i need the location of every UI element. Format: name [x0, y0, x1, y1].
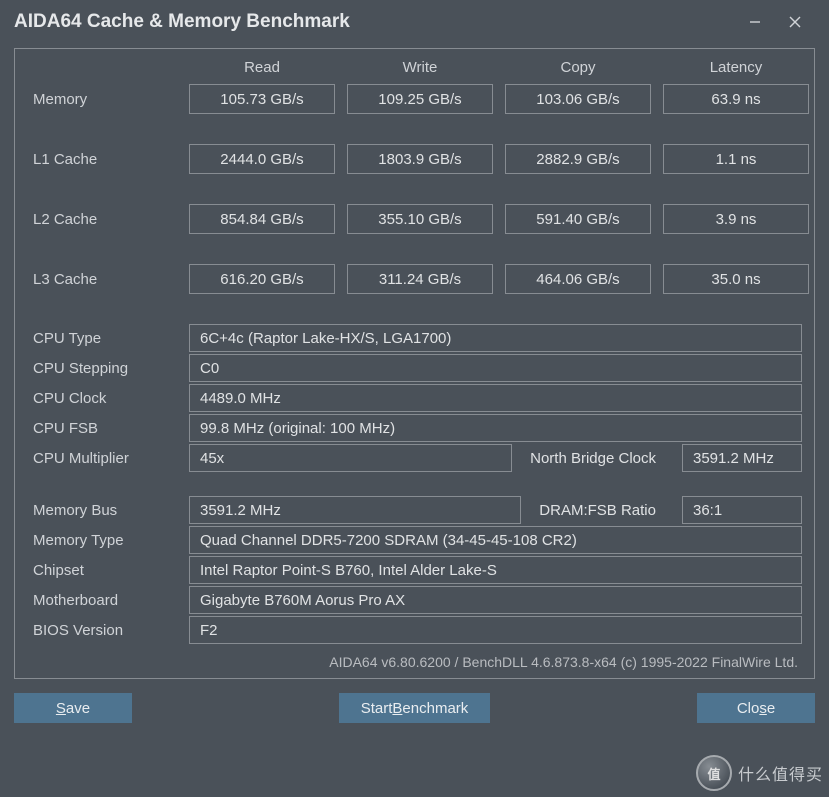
label-mem-type: Memory Type [27, 532, 177, 549]
l3-latency[interactable]: 35.0 ns [663, 264, 809, 294]
label-nb-clock: North Bridge Clock [530, 450, 664, 467]
close-icon [789, 16, 801, 28]
value-cpu-stepping: C0 [189, 354, 802, 382]
memory-latency[interactable]: 63.9 ns [663, 84, 809, 114]
row-mobo: Motherboard Gigabyte B760M Aorus Pro AX [27, 586, 802, 614]
row-cpu-type: CPU Type 6C+4c (Raptor Lake-HX/S, LGA170… [27, 324, 802, 352]
label-l3: L3 Cache [27, 271, 177, 288]
title-bar: AIDA64 Cache & Memory Benchmark [0, 0, 829, 44]
label-dram-ratio: DRAM:FSB Ratio [539, 502, 664, 519]
l1-copy[interactable]: 2882.9 GB/s [505, 144, 651, 174]
label-cpu-clock: CPU Clock [27, 390, 177, 407]
l2-latency[interactable]: 3.9 ns [663, 204, 809, 234]
watermark-badge-icon: 值 [696, 755, 732, 791]
value-cpu-mult: 45x [189, 444, 512, 472]
l3-read[interactable]: 616.20 GB/s [189, 264, 335, 294]
header-read: Read [189, 59, 335, 76]
value-dram-ratio: 36:1 [682, 496, 802, 524]
row-l1: L1 Cache 2444.0 GB/s 1803.9 GB/s 2882.9 … [27, 144, 802, 174]
row-cpu-clock: CPU Clock 4489.0 MHz [27, 384, 802, 412]
label-memory: Memory [27, 91, 177, 108]
minimize-icon [749, 16, 761, 28]
value-cpu-clock: 4489.0 MHz [189, 384, 802, 412]
watermark-text: 什么值得买 [738, 761, 823, 785]
header-latency: Latency [663, 59, 809, 76]
l2-read[interactable]: 854.84 GB/s [189, 204, 335, 234]
action-bar: Save Start Benchmark Close [0, 679, 829, 737]
label-bios: BIOS Version [27, 622, 177, 639]
header-copy: Copy [505, 59, 651, 76]
row-l3: L3 Cache 616.20 GB/s 311.24 GB/s 464.06 … [27, 264, 802, 294]
l1-write[interactable]: 1803.9 GB/s [347, 144, 493, 174]
row-cpu-stepping: CPU Stepping C0 [27, 354, 802, 382]
l2-write[interactable]: 355.10 GB/s [347, 204, 493, 234]
label-mem-bus: Memory Bus [27, 502, 177, 519]
row-bios: BIOS Version F2 [27, 616, 802, 644]
label-chipset: Chipset [27, 562, 177, 579]
minimize-button[interactable] [735, 7, 775, 37]
start-benchmark-button[interactable]: Start Benchmark [339, 693, 491, 723]
header-write: Write [347, 59, 493, 76]
watermark: 值 什么值得买 [696, 755, 823, 791]
label-mobo: Motherboard [27, 592, 177, 609]
value-mobo: Gigabyte B760M Aorus Pro AX [189, 586, 802, 614]
value-nb-clock: 3591.2 MHz [682, 444, 802, 472]
value-cpu-type: 6C+4c (Raptor Lake-HX/S, LGA1700) [189, 324, 802, 352]
l3-copy[interactable]: 464.06 GB/s [505, 264, 651, 294]
close-window-button[interactable] [775, 7, 815, 37]
value-mem-bus: 3591.2 MHz [189, 496, 521, 524]
memory-write[interactable]: 109.25 GB/s [347, 84, 493, 114]
row-cpu-fsb: CPU FSB 99.8 MHz (original: 100 MHz) [27, 414, 802, 442]
label-cpu-mult: CPU Multiplier [27, 450, 177, 467]
memory-read[interactable]: 105.73 GB/s [189, 84, 335, 114]
l2-copy[interactable]: 591.40 GB/s [505, 204, 651, 234]
value-mem-type: Quad Channel DDR5-7200 SDRAM (34-45-45-1… [189, 526, 802, 554]
close-button[interactable]: Close [697, 693, 815, 723]
value-bios: F2 [189, 616, 802, 644]
results-panel: Read Write Copy Latency Memory 105.73 GB… [14, 48, 815, 679]
label-cpu-stepping: CPU Stepping [27, 360, 177, 377]
column-headers: Read Write Copy Latency [27, 59, 802, 76]
label-l2: L2 Cache [27, 211, 177, 228]
window-title: AIDA64 Cache & Memory Benchmark [14, 11, 735, 33]
save-button[interactable]: Save [14, 693, 132, 723]
value-chipset: Intel Raptor Point-S B760, Intel Alder L… [189, 556, 802, 584]
row-mem-type: Memory Type Quad Channel DDR5-7200 SDRAM… [27, 526, 802, 554]
row-mem-bus: Memory Bus 3591.2 MHz DRAM:FSB Ratio 36:… [27, 496, 802, 524]
l1-read[interactable]: 2444.0 GB/s [189, 144, 335, 174]
label-l1: L1 Cache [27, 151, 177, 168]
row-memory: Memory 105.73 GB/s 109.25 GB/s 103.06 GB… [27, 84, 802, 114]
memory-copy[interactable]: 103.06 GB/s [505, 84, 651, 114]
row-chipset: Chipset Intel Raptor Point-S B760, Intel… [27, 556, 802, 584]
l3-write[interactable]: 311.24 GB/s [347, 264, 493, 294]
version-footer: AIDA64 v6.80.6200 / BenchDLL 4.6.873.8-x… [27, 646, 802, 670]
l1-latency[interactable]: 1.1 ns [663, 144, 809, 174]
value-cpu-fsb: 99.8 MHz (original: 100 MHz) [189, 414, 802, 442]
row-cpu-mult: CPU Multiplier 45x North Bridge Clock 35… [27, 444, 802, 472]
label-cpu-type: CPU Type [27, 330, 177, 347]
row-l2: L2 Cache 854.84 GB/s 355.10 GB/s 591.40 … [27, 204, 802, 234]
label-cpu-fsb: CPU FSB [27, 420, 177, 437]
